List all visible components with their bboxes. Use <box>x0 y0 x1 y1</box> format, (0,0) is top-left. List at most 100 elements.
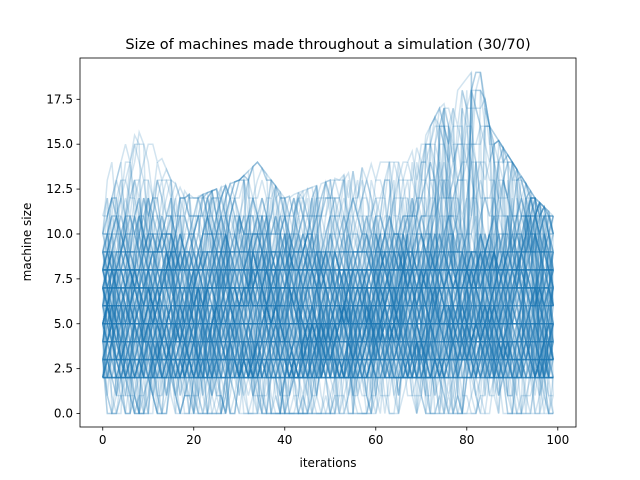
series-line <box>102 359 554 396</box>
series-line <box>102 161 554 360</box>
series-line <box>102 251 554 289</box>
series-line <box>102 185 554 379</box>
series-line <box>102 269 554 306</box>
series-line <box>102 305 554 343</box>
series-line <box>102 233 554 379</box>
series-line <box>102 71 554 379</box>
series-line <box>102 269 554 307</box>
series-line <box>102 89 554 415</box>
series-line <box>102 189 554 379</box>
series-line <box>102 305 554 342</box>
series-line <box>102 126 554 415</box>
series-line <box>102 179 554 379</box>
series-line <box>102 233 554 379</box>
series-line <box>102 233 554 415</box>
y-tick-label: 17.5 <box>46 92 73 106</box>
series-line <box>102 269 554 306</box>
axes-frame <box>79 57 577 428</box>
series-line <box>102 144 554 414</box>
series-line <box>102 197 554 415</box>
series-line <box>102 305 554 342</box>
series-line <box>102 305 554 342</box>
series-line <box>102 108 554 379</box>
series-line <box>102 341 554 378</box>
series-line <box>102 106 554 379</box>
series-line <box>102 341 554 378</box>
y-tick-label: 15.0 <box>46 137 73 151</box>
series-line <box>102 174 554 379</box>
series-line <box>102 215 554 379</box>
x-tick-label: 60 <box>368 433 383 447</box>
series-line <box>102 251 554 415</box>
chart-title: Size of machines made throughout a simul… <box>125 37 530 53</box>
series-line <box>102 179 554 379</box>
series-line <box>102 340 554 378</box>
series-line <box>102 179 554 379</box>
series-line <box>102 197 554 379</box>
series-line <box>102 287 554 379</box>
y-tick-label: 0.0 <box>54 407 73 421</box>
series-line <box>102 179 554 379</box>
series-line <box>102 215 554 379</box>
series-line <box>102 145 554 379</box>
series-line <box>102 139 554 379</box>
series-line <box>102 215 554 415</box>
series-line <box>102 161 554 415</box>
series-line <box>102 233 554 415</box>
series-line <box>102 269 554 306</box>
series-line <box>102 305 554 342</box>
series-line <box>102 184 554 379</box>
series-line <box>102 179 554 379</box>
series-line <box>102 161 554 379</box>
series-line <box>102 305 554 342</box>
series-line <box>102 162 554 379</box>
series-line <box>102 233 554 379</box>
series-line <box>102 197 554 360</box>
series-line <box>102 180 554 415</box>
series-line <box>102 233 554 271</box>
series-line <box>102 189 554 378</box>
series-line <box>102 197 554 415</box>
series-line <box>102 146 554 415</box>
series-line <box>102 287 554 379</box>
series-line <box>102 188 554 379</box>
series-line <box>102 173 554 379</box>
series-line <box>102 144 554 415</box>
series-line <box>102 251 554 289</box>
series-line <box>102 125 554 343</box>
series-line <box>102 341 554 378</box>
series-line <box>102 287 554 324</box>
series-line <box>102 197 554 379</box>
series-line <box>102 269 554 379</box>
series-line <box>102 161 554 306</box>
series-line <box>102 186 554 360</box>
series-line <box>102 159 554 415</box>
series-line <box>102 114 554 415</box>
series-line <box>102 215 554 415</box>
series-line <box>102 126 554 414</box>
series-line <box>102 89 554 379</box>
series-line <box>102 161 554 396</box>
series-line <box>102 215 554 379</box>
series-line <box>102 269 554 379</box>
series-line <box>102 90 554 379</box>
y-tick-label: 2.5 <box>54 362 73 376</box>
series-line <box>102 251 554 379</box>
series-line <box>102 341 554 378</box>
series-line <box>102 197 554 379</box>
series-line <box>102 233 554 379</box>
series-line <box>102 162 554 415</box>
x-tick-label: 80 <box>459 433 474 447</box>
series-line <box>102 269 554 307</box>
series-line <box>102 305 554 342</box>
series-line <box>102 233 554 379</box>
plot-area <box>80 58 576 427</box>
series-line <box>102 125 554 379</box>
y-tick-label: 7.5 <box>54 272 73 286</box>
series-line <box>102 167 554 378</box>
series-line <box>102 305 554 379</box>
x-tick-label: 100 <box>546 433 569 447</box>
series-line <box>102 193 554 378</box>
series-line <box>102 341 554 378</box>
